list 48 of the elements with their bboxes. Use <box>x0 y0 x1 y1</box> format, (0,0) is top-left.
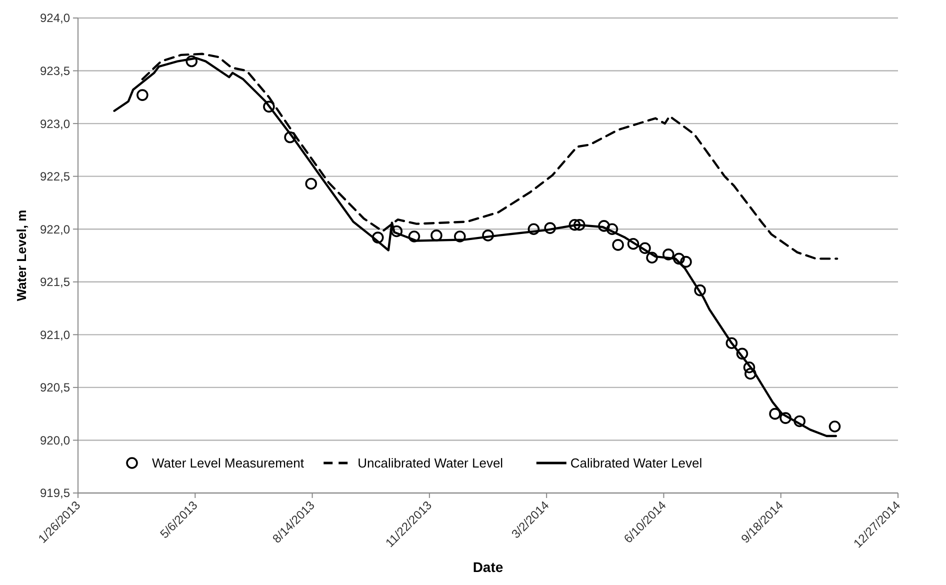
point <box>186 55 198 68</box>
y-tick-label: 919,5 <box>40 486 70 500</box>
point <box>780 412 792 424</box>
y-tick-label: 921,0 <box>40 328 70 342</box>
point <box>743 361 756 374</box>
point <box>284 131 296 144</box>
point <box>639 242 651 254</box>
point <box>646 252 658 264</box>
point <box>769 408 781 420</box>
point <box>390 225 403 238</box>
legend-label: Calibrated Water Level <box>570 456 702 471</box>
y-axis-title: Water Level, m <box>14 210 29 302</box>
y-tick-label: 922,5 <box>40 170 70 184</box>
y-tick-label: 924,0 <box>40 11 70 26</box>
point <box>606 223 618 236</box>
point <box>305 178 318 190</box>
point <box>673 252 685 265</box>
point <box>627 238 640 250</box>
point <box>744 368 756 380</box>
point <box>136 89 148 101</box>
point <box>612 239 624 251</box>
point <box>430 230 442 242</box>
point <box>828 420 841 432</box>
point <box>263 100 275 113</box>
point <box>573 218 586 231</box>
y-tick-label: 922,0 <box>40 222 70 236</box>
point <box>794 415 806 428</box>
y-tick-label: 921,5 <box>40 275 70 290</box>
x-axis-title: Date <box>472 559 504 575</box>
y-tick-label: 923,0 <box>40 116 70 131</box>
legend-label: Water Level Measurement <box>152 456 304 471</box>
legend-label: Uncalibrated Water Level <box>358 456 504 471</box>
point <box>662 248 674 260</box>
point <box>408 230 420 242</box>
point <box>544 222 556 234</box>
y-tick-label: 920,0 <box>40 433 70 448</box>
point <box>528 223 540 236</box>
point <box>736 348 748 360</box>
point <box>694 284 706 296</box>
point <box>680 256 692 268</box>
point <box>568 218 581 231</box>
point <box>598 220 610 232</box>
y-tick-label: 920,5 <box>40 380 70 395</box>
point <box>482 230 494 242</box>
point <box>372 232 384 244</box>
y-tick-label: 923,5 <box>40 64 70 78</box>
point <box>454 230 466 242</box>
point <box>726 337 738 350</box>
